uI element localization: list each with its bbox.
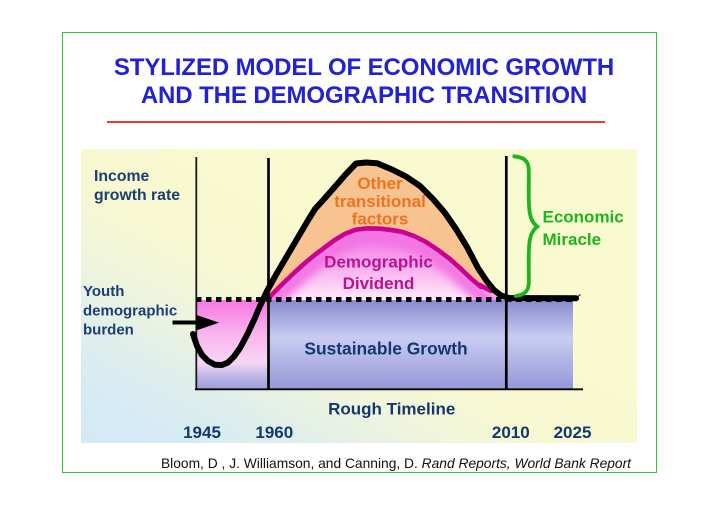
svg-text:1960: 1960 bbox=[255, 423, 293, 442]
svg-text:2010: 2010 bbox=[492, 423, 530, 442]
svg-text:burden: burden bbox=[83, 322, 134, 339]
svg-text:1945: 1945 bbox=[183, 423, 221, 442]
svg-text:demographic: demographic bbox=[83, 302, 177, 319]
svg-text:Rough Timeline: Rough Timeline bbox=[328, 400, 455, 419]
svg-text:Demographic: Demographic bbox=[324, 253, 433, 272]
svg-text:growth rate: growth rate bbox=[94, 187, 180, 204]
svg-text:Dividend: Dividend bbox=[343, 274, 415, 293]
svg-text:Income: Income bbox=[94, 168, 150, 185]
svg-text:Miracle: Miracle bbox=[543, 230, 602, 249]
svg-text:Other: Other bbox=[357, 174, 403, 193]
svg-text:2025: 2025 bbox=[554, 423, 592, 442]
svg-text:Youth: Youth bbox=[83, 283, 124, 300]
svg-text:Sustainable Growth: Sustainable Growth bbox=[304, 339, 467, 359]
svg-text:transitional: transitional bbox=[334, 192, 426, 211]
svg-text:Economic: Economic bbox=[543, 208, 624, 227]
svg-text:factors: factors bbox=[352, 210, 409, 229]
